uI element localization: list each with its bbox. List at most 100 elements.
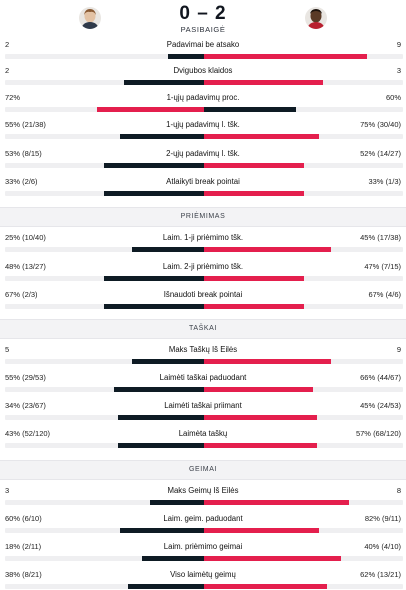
stat-row: 43% (52/120) Laimėta taškų 57% (68/120) [0,427,406,451]
stat-bar-left [114,387,204,392]
stat-right-value: 45% (24/53) [360,401,401,410]
stat-bar-right-track [204,387,403,392]
stat-bar-right-track [204,528,403,533]
stat-label: Laim. priėmimo geimai [163,542,243,551]
stat-bar-right-track [204,54,403,59]
stat-label: Viso laimėtų geimų [170,570,236,579]
stat-bar-left [104,304,204,309]
stat-bar-right [204,443,317,448]
stat-bar-right-track [204,134,403,139]
stat-left-value: 3 [5,486,10,495]
stat-right-value: 9 [396,345,401,354]
stat-row: 72% 1-ųjų padavimų proc. 60% [0,91,406,115]
stat-bar-right-track [204,584,403,589]
stat-bar-left-track [5,500,204,505]
stat-row: 33% (2/6) Atlaikyti break pointai 33% (1/3… [0,175,406,199]
stat-row: 55% (29/53) Laimėti taškai paduodant 66% (… [0,371,406,395]
stat-bar-right-track [204,80,403,85]
stat-bar-right [204,134,319,139]
stat-bar-right [204,415,317,420]
stat-label: Laimėti taškai paduodant [159,373,247,382]
stat-right-value: 60% [385,93,401,102]
stat-row: 53% (8/15) 2-ųjų padavimų l. tšk. 52% (14/… [0,147,406,171]
stat-bar-right [204,276,304,281]
stat-label: Laim. 1-ji priėmimo tšk. [162,233,244,242]
stat-left-value: 38% (8/21) [5,570,42,579]
stat-bar-left [104,276,204,281]
stat-bar-right-track [204,556,403,561]
stat-row: 55% (21/38) 1-ųjų padavimų l. tšk. 75% (30… [0,118,406,142]
stat-bar-right [204,163,304,168]
stat-bar-left-track [5,359,204,364]
stat-bar-left [142,556,204,561]
section-title: PRIĖMIMAS [180,213,226,220]
stat-label: Atlaikyti break pointai [166,177,240,186]
stat-bar-right [204,387,313,392]
stat-bar-right [204,528,319,533]
stat-label: Laimėta taškų [178,429,228,438]
stat-bar-left [104,191,204,196]
section-title: TAŠKAI [189,325,217,332]
stat-row: 67% (2/3) Išnaudoti break pointai 67% (4/6… [0,288,406,312]
stat-right-value: 82% (9/11) [364,514,401,523]
stat-bar-left [150,500,204,505]
stat-bar-right-track [204,359,403,364]
section-header: PRIĖMIMAS [0,207,406,227]
stat-right-value: 67% (4/6) [368,290,401,299]
stat-bar-left-track [5,276,204,281]
stat-row: 34% (23/67) Laimėti taškai priimant 45% (2… [0,399,406,423]
player-avatar-icon [79,7,101,29]
stat-right-value: 47% (7/15) [364,262,401,271]
stat-bar-left-track [5,80,204,85]
section-title: GEIMAI [188,466,218,473]
stat-bar-left [118,415,204,420]
stat-label: Padavimai be atsako [166,40,240,49]
stat-bar-left-track [5,528,204,533]
player-left-avatar[interactable] [79,7,101,29]
stat-row: 3 Maks Geimų Iš Eilės 8 [0,484,406,508]
stat-bar-left-track [5,584,204,589]
stat-bar-right [204,584,327,589]
stat-label: Maks Taškų Iš Eilės [168,345,238,354]
stat-right-value: 62% (13/21) [360,570,401,579]
stat-left-value: 53% (8/15) [5,149,42,158]
stat-bar-left [132,247,204,252]
match-status: PASIBAIGĖ [180,25,226,34]
stat-left-value: 18% (2/11) [5,542,42,551]
stat-left-value: 25% (10/40) [5,233,46,242]
stat-bar-right-track [204,191,403,196]
stat-row: 18% (2/11) Laim. priėmimo geimai 40% (4/10… [0,540,406,564]
stat-bar-left [104,163,204,168]
stat-bar-left-track [5,134,204,139]
stat-bar-right [204,80,323,85]
stat-bar-left-track [5,304,204,309]
stat-row: 5 Maks Taškų Iš Eilės 9 [0,343,406,367]
stat-left-value: 55% (29/53) [5,373,46,382]
stat-left-value: 72% [5,93,21,102]
stat-bar-right [204,304,304,309]
stat-right-value: 45% (17/38) [360,233,401,242]
player-right-avatar[interactable] [305,7,327,29]
stat-left-value: 60% (6/10) [5,514,42,523]
stat-bar-right-track [204,415,403,420]
stat-row: 2 Dvigubos klaidos 3 [0,64,406,88]
stat-label: Laim. 2-ji priėmimo tšk. [162,262,244,271]
stat-bar-left [132,359,204,364]
stat-bar-right [204,247,331,252]
stat-bar-left-track [5,443,204,448]
stat-left-value: 34% (23/67) [5,401,46,410]
stat-bar-right-track [204,276,403,281]
stat-bar-right [204,556,341,561]
stat-bar-left-track [5,387,204,392]
stat-row: 38% (8/21) Viso laimėtų geimų 62% (13/21) [0,568,406,590]
stat-left-value: 5 [5,345,10,354]
stat-right-value: 52% (14/27) [360,149,401,158]
stat-bar-right-track [204,107,403,112]
stat-bar-left [120,528,204,533]
stat-bar-left-track [5,247,204,252]
stat-left-value: 33% (2/6) [5,177,38,186]
stat-bar-left-track [5,556,204,561]
stat-right-value: 9 [396,40,401,49]
stat-bar-left [120,134,204,139]
stat-bar-right [204,191,304,196]
